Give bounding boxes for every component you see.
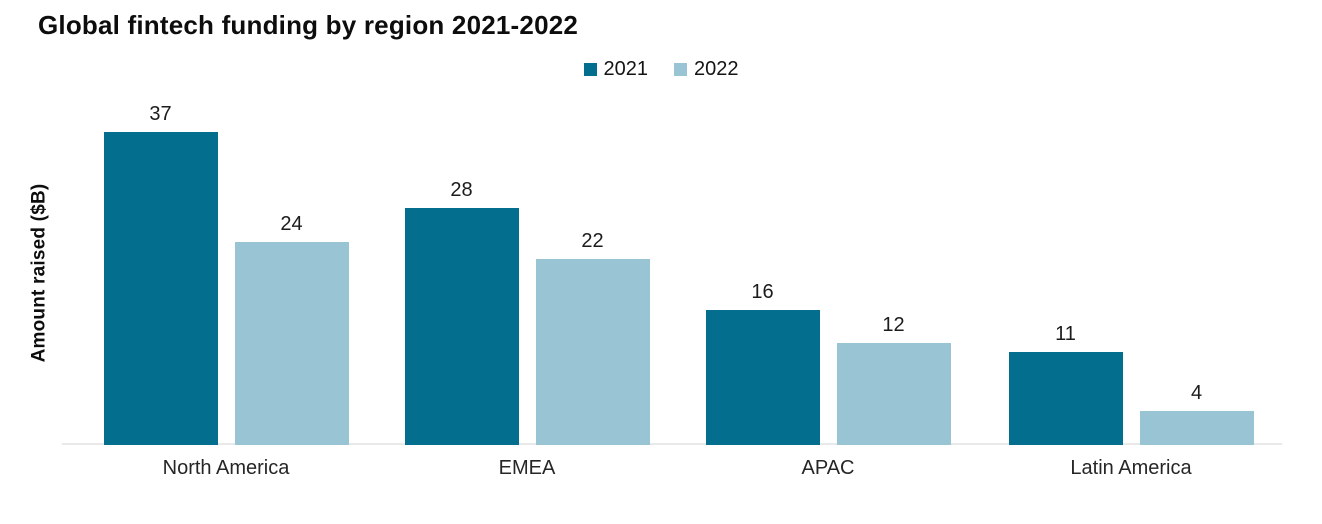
legend-label: 2021 [603,58,649,80]
bar-2022-emea [535,259,650,445]
bar-2021-latin-america [1008,352,1123,445]
value-label-latin-america-2021: 11 [1055,323,1076,345]
bar-col-apac-2021: 16 [705,281,820,445]
bar-2021-north-america [103,132,218,445]
bar-group-latin-america: 11 4 [1008,323,1254,445]
bar-2022-north-america [234,242,349,445]
bar-2021-emea [404,208,519,445]
bar-2022-apac [836,343,951,445]
bar-2022-latin-america [1139,411,1254,445]
bar-group-north-america: 37 24 [103,103,349,445]
legend-item-2022: 2022 [674,58,739,81]
category-label-north-america: North America [162,457,290,479]
value-label-north-america-2021: 37 [149,103,172,125]
category-label-emea: EMEA [498,457,556,479]
value-label-emea-2022: 22 [581,230,604,252]
bar-col-north-america-2021: 37 [103,103,218,445]
bar-col-north-america-2022: 24 [234,213,349,445]
plot-area: 37 24 28 22 16 12 11 4 [62,100,1282,445]
legend-swatch-2022 [674,63,687,76]
value-label-apac-2022: 12 [882,314,905,336]
bar-col-emea-2021: 28 [404,179,519,445]
value-label-emea-2021: 28 [450,179,473,201]
bar-col-emea-2022: 22 [535,230,650,445]
category-label-latin-america: Latin America [1070,457,1192,479]
legend: 2021 2022 [0,58,1322,81]
bar-2021-apac [705,310,820,445]
bar-col-apac-2022: 12 [836,314,951,445]
value-label-apac-2021: 16 [751,281,774,303]
bar-col-latin-america-2022: 4 [1139,382,1254,445]
legend-swatch-2021 [583,63,597,76]
value-label-latin-america-2022: 4 [1190,382,1203,404]
chart-title: Global fintech funding by region 2021-20… [38,10,579,40]
y-axis-label-text: Amount raised ($B) [28,183,49,362]
bar-group-emea: 28 22 [404,179,650,445]
legend-item-2021: 2021 [583,58,649,81]
bar-group-apac: 16 12 [705,281,951,445]
category-label-apac: APAC [801,457,855,479]
y-axis-label: Amount raised ($B) [22,100,56,445]
x-axis-line [62,443,1282,445]
legend-label: 2022 [694,58,739,80]
bar-col-latin-america-2021: 11 [1008,323,1123,445]
value-label-north-america-2022: 24 [280,213,303,235]
